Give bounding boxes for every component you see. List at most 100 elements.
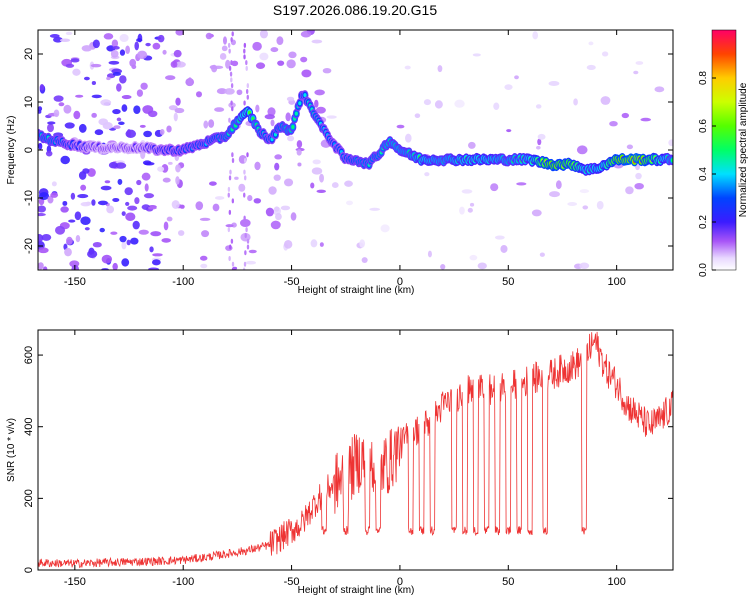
spectrogram-noise-blob: [396, 124, 405, 129]
spectrogram-noise-blob: [201, 230, 210, 238]
spectrogram-noise-blob: [163, 221, 169, 231]
spectrogram-noise-blob: [319, 242, 324, 247]
spectrogram-noise-blob: [84, 227, 90, 231]
spectrogram-noise-blob: [532, 31, 539, 40]
snr-x-tick-label: 0: [397, 576, 403, 588]
spectrogram-noise-blob: [106, 76, 111, 81]
spectrogram-noise-blob: [300, 56, 308, 63]
spectrogram-noise-blob: [74, 211, 82, 221]
spectrogram-noise-blob: [62, 200, 68, 206]
spectrogram-noise-blob: [113, 125, 121, 130]
spectrogram-noise-blob: [214, 196, 225, 200]
spectrogram-y-tick-label: -10: [23, 190, 35, 206]
spectrogram-noise-blob: [245, 260, 257, 265]
spectrogram-y-tick-label: 20: [23, 48, 35, 60]
spectrogram-noise-blob: [137, 50, 148, 60]
spectrogram-noise-blob: [582, 205, 589, 210]
spectrogram-noise-blob: [58, 102, 65, 107]
spectrogram-streak-blob: [228, 117, 231, 123]
spectrogram-noise-blob: [209, 181, 217, 186]
spectrogram-streak-blob: [228, 175, 232, 181]
spectrogram-streak-blob: [245, 88, 249, 94]
spectrogram-streak-blob: [243, 42, 247, 48]
spectrogram-noise-blob: [635, 172, 642, 180]
spectrogram-noise-blob: [300, 30, 312, 38]
spectrogram-noise-blob: [80, 201, 91, 207]
colorbar-tick-label: 0.2: [698, 215, 709, 229]
spectrogram-streak-blob: [227, 42, 231, 48]
spectrogram-noise-blob: [174, 107, 185, 114]
spectrogram-noise-blob: [296, 140, 303, 149]
spectrogram-ridge-core: [291, 124, 295, 129]
spectrogram-streak-blob: [245, 60, 248, 66]
spectrogram-noise-blob: [80, 216, 91, 226]
spectrogram-noise-blob: [423, 99, 432, 106]
spectrogram-noise-blob: [467, 141, 476, 149]
spectrogram-noise-blob: [609, 121, 618, 127]
spectrogram-noise-blob: [117, 178, 123, 185]
spectrogram-noise-blob: [437, 65, 443, 73]
spectrogram-noise-blob: [588, 41, 594, 46]
spectrogram-streak-blob: [231, 158, 235, 164]
spectrogram-noise-blob: [567, 201, 578, 206]
spectrogram-noise-blob: [70, 192, 76, 200]
spectrogram-noise-blob: [112, 108, 121, 115]
spectrogram-streak-blob: [229, 71, 233, 77]
spectrogram-streak-blob: [231, 198, 235, 204]
spectrogram-noise-blob: [173, 112, 178, 122]
spectrogram-noise-blob: [404, 65, 411, 70]
spectrogram-noise-blob: [91, 81, 97, 85]
spectrogram-noise-blob: [283, 178, 294, 187]
spectrogram-streak-blob: [246, 244, 250, 250]
spectrogram-streak-blob: [228, 255, 231, 261]
spectrogram-x-label: Height of straight line (km): [298, 285, 415, 296]
spectrogram-noise-blob: [668, 139, 673, 147]
spectrogram-noise-blob: [635, 61, 644, 65]
spectrogram-noise-blob: [110, 231, 118, 235]
spectrogram-noise-blob: [136, 89, 144, 97]
spectrogram-x-tick-label: -100: [172, 276, 194, 288]
spectrogram-noise-blob: [225, 245, 233, 251]
spectrogram-streak-blob: [243, 169, 246, 175]
spectrogram-streak-blob: [246, 83, 250, 89]
spectrogram-noise-blob: [143, 193, 155, 199]
spectrogram-noise-blob: [272, 221, 279, 228]
spectrogram-noise-blob: [116, 117, 122, 122]
spectrogram-noise-blob: [283, 239, 293, 249]
spectrogram-noise-blob: [236, 89, 243, 96]
spectrogram-noise-blob: [94, 129, 104, 136]
spectrogram-y-tick-label: 0: [23, 147, 35, 153]
spectrogram-streak-blob: [243, 158, 247, 164]
spectrogram-streak-blob: [243, 261, 247, 267]
spectrogram-noise-blob: [127, 205, 138, 211]
spectrogram-noise-blob: [38, 233, 44, 243]
spectrogram-noise-blob: [199, 255, 208, 261]
colorbar-tick-label: 0.6: [698, 119, 709, 133]
spectrogram-noise-blob: [537, 133, 546, 140]
spectrogram-streak-blob: [230, 100, 233, 106]
spectrogram-ridge-core: [294, 111, 298, 116]
spectrogram-noise-blob: [100, 185, 112, 191]
spectrogram-noise-blob: [63, 104, 72, 114]
snr-x-tick-label: 100: [607, 576, 625, 588]
spectrogram-noise-blob: [414, 113, 421, 119]
spectrogram-noise-blob: [111, 39, 119, 48]
spectrogram-noise-blob: [654, 86, 665, 93]
spectrogram-noise-blob: [576, 145, 588, 155]
spectrogram-noise-blob: [405, 133, 412, 143]
spectrogram-noise-blob: [78, 123, 87, 133]
spectrogram-noise-blob: [380, 224, 390, 233]
spectrogram-noise-blob: [231, 60, 239, 67]
spectrogram-noise-blob: [255, 104, 260, 113]
spectrogram-streak-blob: [228, 209, 232, 215]
spectrogram-noise-blob: [136, 179, 142, 186]
spectrogram-noise-blob: [47, 195, 54, 204]
spectrogram-noise-blob: [214, 107, 225, 112]
spectrogram-noise-blob: [221, 45, 228, 52]
chart-title: S197.2026.086.19.20.G15: [273, 2, 437, 18]
spectrogram-noise-blob: [166, 216, 173, 222]
spectrogram-noise-blob: [205, 32, 213, 40]
spectrogram-noise-blob: [259, 52, 269, 61]
snr-x-tick-label: -150: [64, 576, 86, 588]
